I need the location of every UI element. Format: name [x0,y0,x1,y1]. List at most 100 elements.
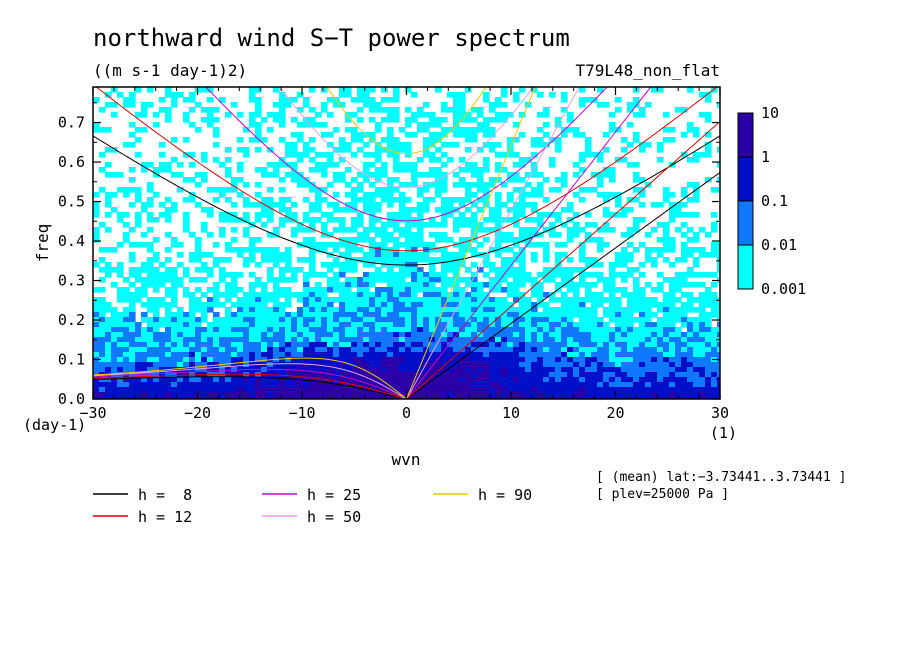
heat-cell [405,227,412,233]
heat-cell [633,177,640,183]
heat-cell [171,357,178,363]
heat-cell [273,342,280,348]
heat-cell [195,127,202,133]
heat-cell [573,332,580,338]
heat-cell [255,377,262,383]
heat-cell [573,342,580,348]
heat-cell [549,272,556,278]
heat-cell [321,307,328,313]
heat-cell [243,317,250,323]
heat-cell [219,342,226,348]
heat-cell [195,377,202,383]
heat-cell [651,357,658,363]
heat-cell [417,232,424,238]
heat-cell [327,242,334,248]
heat-cell [447,382,454,388]
heat-cell [417,127,424,133]
heat-cell [291,97,298,103]
heat-cell [393,377,400,383]
heat-cell [711,247,718,253]
heat-cell [711,387,718,393]
heat-cell [375,172,382,178]
heat-cell [315,367,322,373]
heat-cell [537,342,544,348]
heat-cell [549,187,556,193]
heat-cell [189,152,196,158]
heat-cell [651,327,658,333]
heat-cell [243,357,250,363]
heat-cell [657,377,664,383]
heat-cell [477,182,484,188]
heat-cell [279,267,286,273]
heat-cell [639,377,646,383]
heat-cell [423,142,430,148]
heat-cell [399,257,406,263]
heat-cell [405,327,412,333]
heat-cell [189,382,196,388]
heat-cell [669,262,676,268]
heat-cell [495,332,502,338]
heat-cell [189,97,196,103]
heat-cell [615,262,622,268]
heat-cell [357,212,364,218]
heat-cell [411,372,418,378]
heat-cell [327,397,334,399]
heat-cell [249,392,256,398]
heat-cell [597,177,604,183]
heat-cell [321,332,328,338]
heat-cell [663,362,670,368]
heat-cell [627,337,634,343]
heat-cell [525,327,532,333]
heat-cell [615,377,622,383]
heat-cell [651,302,658,308]
heat-cell [477,197,484,203]
heat-cell [405,312,412,318]
heat-cell [93,212,100,218]
heat-cell [219,267,226,273]
heat-cell [159,332,166,338]
heat-cell [615,342,622,348]
heat-cell [633,172,640,178]
heat-cell [609,392,616,398]
heat-cell [465,392,472,398]
heat-cell [231,217,238,223]
heat-cell [141,282,148,288]
heat-cell [603,392,610,398]
heat-cell [525,342,532,348]
heat-cell [273,227,280,233]
heat-cell [345,147,352,153]
heat-cell [267,172,274,178]
heat-cell [381,222,388,228]
heat-cell [165,87,172,93]
heat-cell [165,197,172,203]
heat-cell [213,332,220,338]
heat-cell [399,357,406,363]
heat-cell [111,387,118,393]
heat-cell [369,307,376,313]
heat-cell [513,292,520,298]
heat-cell [129,132,136,138]
heat-cell [459,112,466,118]
heat-cell [207,342,214,348]
heat-cell [639,382,646,388]
heat-cell [531,362,538,368]
heat-cell [231,397,238,399]
heat-cell [159,337,166,343]
heat-cell [147,197,154,203]
heat-cell [201,87,208,93]
heat-cell [693,392,700,398]
heat-cell [579,267,586,273]
heat-cell [273,252,280,258]
heat-cell [183,347,190,353]
heat-cell [417,237,424,243]
heat-cell [117,332,124,338]
heat-cell [675,257,682,263]
heat-cell [219,377,226,383]
heat-cell [645,282,652,288]
heat-cell [147,392,154,398]
heat-cell [411,352,418,358]
heat-cell [567,237,574,243]
heat-cell [411,247,418,253]
heat-cell [423,127,430,133]
heat-cell [537,387,544,393]
